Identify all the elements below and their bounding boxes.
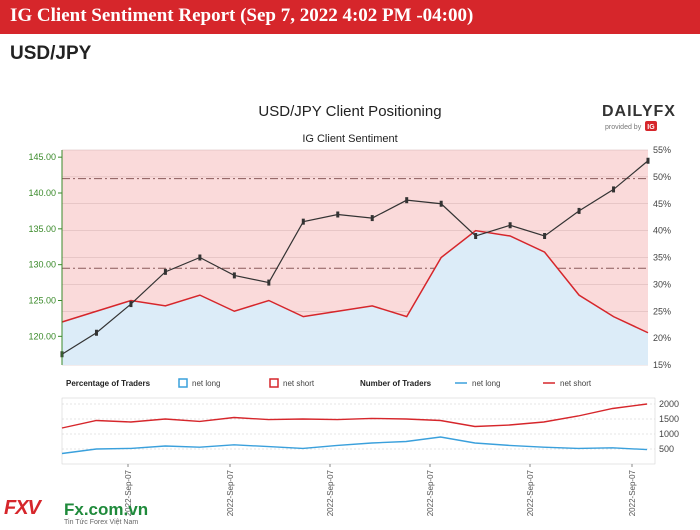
pct-tick-label: 15% (653, 360, 671, 370)
net-long-area (62, 230, 648, 365)
pct-tick-label: 30% (653, 279, 671, 289)
pct-tick-label: 40% (653, 226, 671, 236)
ig-badge (645, 121, 657, 131)
price-candle (94, 329, 98, 336)
watermark-subtitle: Tin Tức Forex Việt Nam (64, 519, 139, 526)
report-header-bar: IG Client Sentiment Report (Sep 7, 2022 … (0, 0, 700, 34)
pct-tick-label: 25% (653, 306, 671, 316)
price-candle (301, 218, 305, 225)
count-tick-label: 1500 (659, 414, 679, 424)
count-tick-label: 1000 (659, 429, 679, 439)
x-tick-label: 2022-Sep-07 (526, 469, 535, 516)
x-tick-label: 2022-Sep-07 (226, 469, 235, 516)
price-candle (405, 197, 409, 204)
pct-tick-label: 50% (653, 172, 671, 182)
watermark-logo: FXV (4, 497, 41, 519)
chart-subtitle: IG Client Sentiment (302, 133, 397, 145)
price-tick-label: 130.00 (28, 260, 56, 270)
price-tick-label: 120.00 (28, 331, 56, 341)
x-tick-label: 2022-Sep-07 (124, 469, 133, 516)
count-tick-label: 500 (659, 444, 674, 454)
x-tick-label: 2022-Sep-07 (628, 469, 637, 516)
price-candle (439, 200, 443, 207)
price-candle (198, 254, 202, 261)
currency-pair-title: USD/JPY (10, 43, 92, 64)
price-candle (612, 186, 616, 193)
net-long-pct-line (61, 229, 649, 334)
price-candle (646, 157, 650, 164)
watermark: FXV Fx.com.vn Tin Tức Forex Việt Nam (0, 495, 220, 530)
price-candle (474, 233, 478, 239)
count-net-short-line (61, 403, 648, 429)
chart-panel: 120.00 125.00 130.00 135.00 140.00 145.00 15% 2… (0, 74, 700, 530)
legend-count-net-long-label: net long (472, 379, 500, 388)
count-net-long-line (61, 436, 648, 455)
price-line (61, 160, 649, 355)
pct-tick-label: 35% (653, 253, 671, 263)
legend-net-long-label: net long (192, 379, 220, 388)
legend-swatch-net-long (178, 378, 188, 388)
price-candle (336, 211, 340, 218)
price-tick-label: 145.00 (28, 152, 56, 162)
x-tick-label: 2022-Sep-07 (426, 469, 435, 516)
price-candle (129, 301, 133, 308)
price-candle (267, 279, 271, 286)
price-tick-label: 125.00 (28, 296, 56, 306)
watermark-site: Fx.com.vn (64, 500, 149, 519)
ig-badge-text: IG (647, 124, 655, 131)
count-plot-frame (61, 397, 656, 465)
x-tick-label: 2022-Sep-07 (326, 469, 335, 516)
pct-tick-label: 55% (653, 145, 671, 155)
legend-count-net-short-label: net short (560, 379, 592, 388)
price-tick-label: 140.00 (28, 188, 56, 198)
provided-by-text: provided by (605, 124, 642, 131)
legend-pct-title: Percentage of Traders (66, 379, 151, 388)
dailyfx-wordmark: DAILYFX (602, 103, 676, 120)
price-candle (232, 272, 236, 279)
legend-count-title: Number of Traders (360, 379, 432, 388)
legend-swatch-net-short (269, 378, 279, 388)
price-candle (577, 207, 581, 214)
price-tick-label: 135.00 (28, 224, 56, 234)
price-candle (508, 222, 512, 229)
report-title: IG Client Sentiment Report (Sep 7, 2022 … (10, 5, 474, 26)
price-candle (163, 268, 167, 275)
price-candle (543, 233, 547, 239)
pct-tick-label: 45% (653, 199, 671, 209)
legend-net-short-label: net short (283, 379, 315, 388)
pct-tick-label: 20% (653, 333, 671, 343)
count-tick-label: 2000 (659, 399, 679, 409)
dailyfx-logo: DAILYFX provided by IG (602, 103, 676, 131)
sentiment-chart: 120.00 125.00 130.00 135.00 140.00 145.00 15% 2… (28, 103, 679, 516)
chart-title: USD/JPY Client Positioning (258, 103, 441, 120)
price-candle (370, 215, 374, 222)
